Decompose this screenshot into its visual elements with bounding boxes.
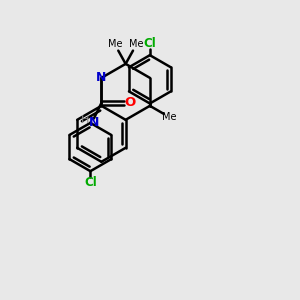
Text: Me: Me [108, 39, 123, 49]
Text: Me: Me [129, 39, 143, 49]
Text: N: N [89, 116, 99, 128]
Text: Cl: Cl [143, 37, 156, 50]
Text: Cl: Cl [84, 176, 97, 190]
Text: O: O [124, 96, 136, 110]
Text: N: N [96, 71, 106, 84]
Text: H: H [81, 115, 89, 125]
Text: Me: Me [162, 112, 177, 122]
